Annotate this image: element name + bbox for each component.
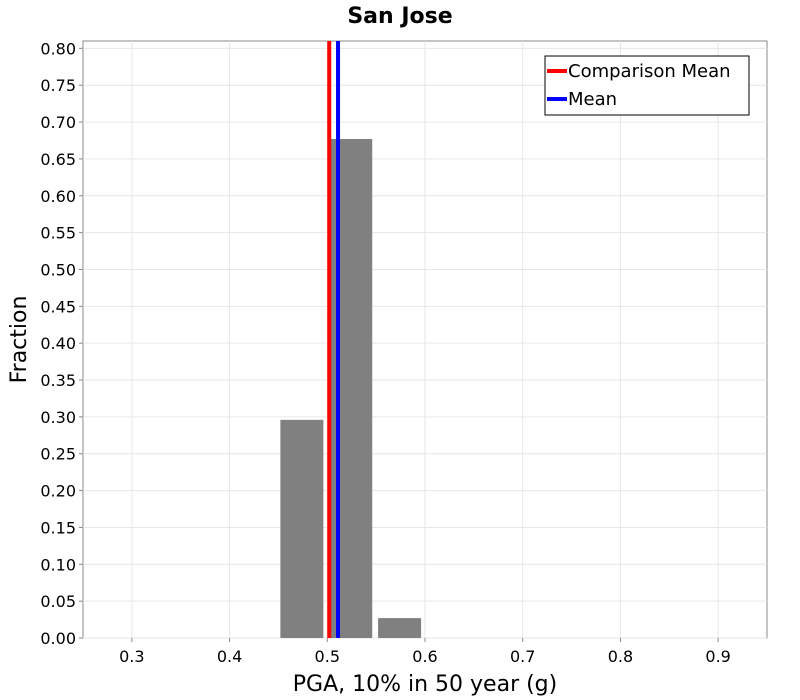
y-tick-label: 0.40 <box>40 334 76 353</box>
histogram-bar <box>280 419 324 638</box>
y-tick-label: 0.80 <box>40 39 76 58</box>
y-tick-label: 0.55 <box>40 224 76 243</box>
x-tick-label: 0.9 <box>705 647 730 666</box>
x-axis-ticks: 0.3 0.4 0.5 0.6 0.7 0.8 0.9 <box>119 638 731 666</box>
legend-entry: Mean <box>568 89 617 110</box>
y-tick-label: 0.25 <box>40 445 76 464</box>
y-axis-label: Fraction <box>7 296 32 384</box>
y-tick-label: 0.75 <box>40 76 76 95</box>
histogram-bar <box>329 139 373 638</box>
histogram-bar <box>378 618 422 638</box>
y-tick-label: 0.50 <box>40 260 76 279</box>
y-tick-label: 0.70 <box>40 113 76 132</box>
mean-lines <box>327 41 341 638</box>
y-tick-label: 0.05 <box>40 592 76 611</box>
x-tick-label: 0.5 <box>315 647 340 666</box>
x-tick-label: 0.7 <box>510 647 535 666</box>
y-tick-label: 0.20 <box>40 482 76 501</box>
x-axis-label: PGA, 10% in 50 year (g) <box>293 672 557 697</box>
x-tick-label: 0.4 <box>217 647 242 666</box>
grid <box>83 41 767 639</box>
y-tick-label: 0.30 <box>40 408 76 427</box>
legend-entry: Comparison Mean <box>568 61 731 82</box>
y-tick-label: 0.15 <box>40 518 76 537</box>
y-tick-label: 0.45 <box>40 297 76 316</box>
y-tick-label: 0.00 <box>40 629 76 648</box>
y-tick-label: 0.65 <box>40 150 76 169</box>
chart-title: San Jose <box>347 4 452 29</box>
y-tick-label: 0.60 <box>40 187 76 206</box>
legend-box <box>544 55 750 116</box>
y-tick-label: 0.35 <box>40 371 76 390</box>
legend: Comparison Mean Mean <box>544 55 750 116</box>
y-axis-ticks: 0.00 0.05 0.10 0.15 0.20 0.25 0.30 0.35 0.40 0.45… <box>40 39 83 648</box>
x-tick-label: 0.8 <box>608 647 633 666</box>
y-tick-label: 0.10 <box>40 555 76 574</box>
x-tick-label: 0.6 <box>412 647 437 666</box>
x-tick-label: 0.3 <box>119 647 144 666</box>
